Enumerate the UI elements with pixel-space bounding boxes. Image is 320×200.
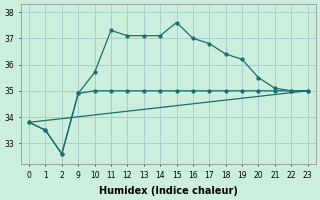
X-axis label: Humidex (Indice chaleur): Humidex (Indice chaleur): [99, 186, 238, 196]
